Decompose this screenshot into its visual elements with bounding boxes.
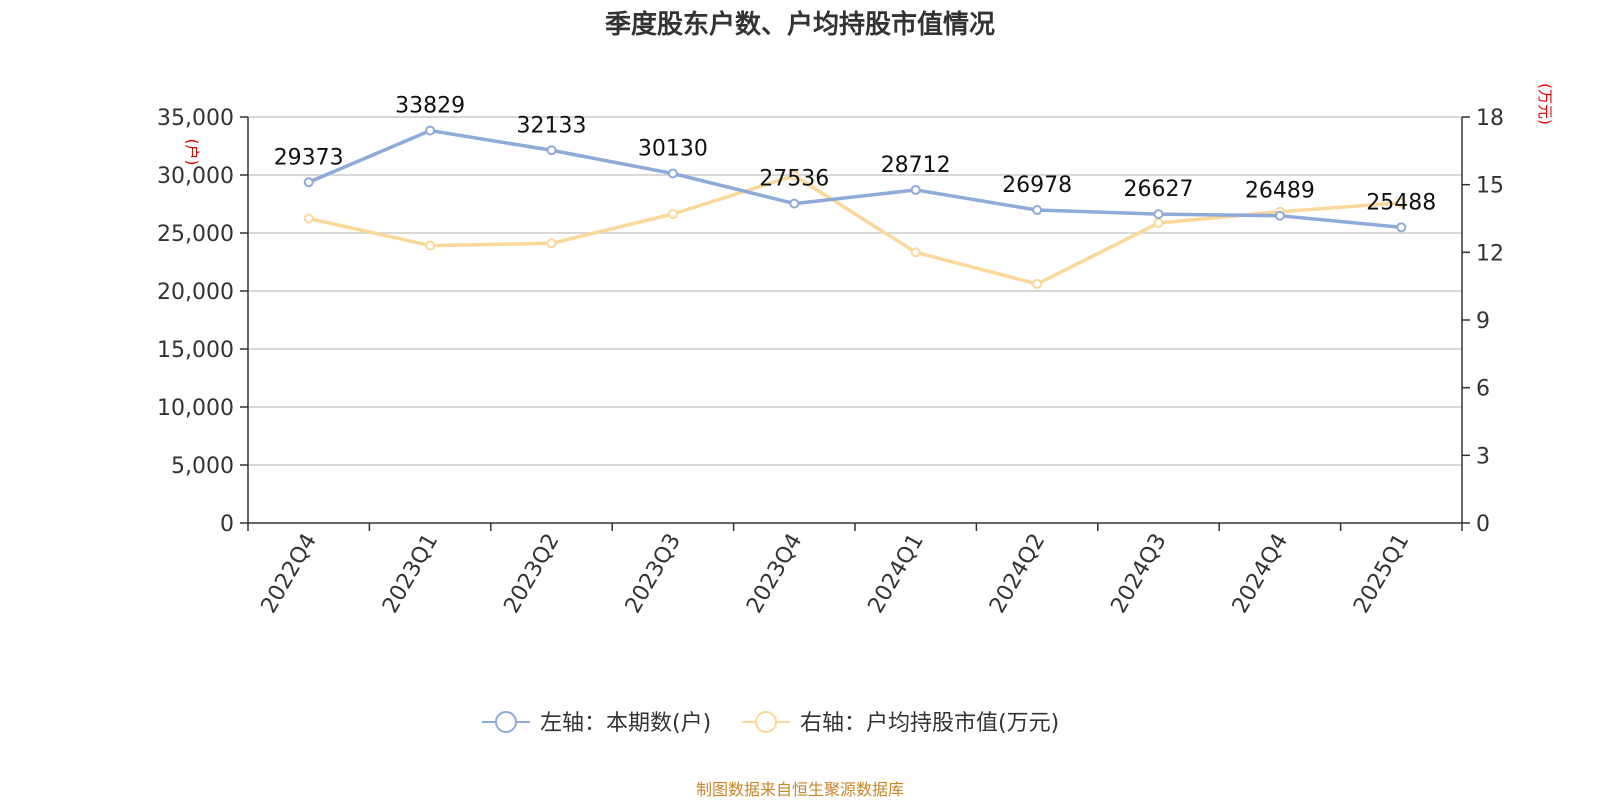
holders-data-label: 33829 [395, 94, 465, 119]
holders-point [1032, 205, 1043, 216]
holders-data-label: 29373 [274, 145, 344, 170]
right-axis-tick-label: 18 [1476, 106, 1504, 131]
source-note: 制图数据来自恒生聚源数据库 [695, 780, 904, 799]
legend-marker [755, 711, 777, 733]
legend-item-avg-value: 右轴：户均持股市值(万元) [800, 711, 1059, 736]
avg-value-point [667, 208, 678, 219]
x-axis-tick-label: 2022Q4 [257, 530, 322, 618]
avg-value-point [425, 240, 436, 251]
holders-data-label: 26627 [1124, 177, 1194, 202]
avg-value-point [1396, 197, 1407, 208]
x-axis-tick-label: 2023Q4 [742, 530, 807, 618]
holders-series-line [308, 128, 1402, 230]
holders-point [1274, 210, 1285, 221]
holders-data-label: 25488 [1366, 190, 1436, 215]
right-axis-tick-label: 3 [1476, 444, 1490, 469]
holders-data-label: 30130 [638, 136, 708, 161]
avg-value-point [303, 213, 314, 224]
right-axis-unit: (万元) [1536, 83, 1554, 125]
left-axis-unit: (户) [183, 139, 201, 166]
legend-marker [495, 711, 517, 733]
x-axis-tick-label: 2024Q4 [1228, 530, 1293, 618]
holders-point [546, 145, 557, 156]
avg-value-point [910, 247, 921, 258]
holders-point [303, 177, 314, 188]
right-axis-tick-label: 15 [1476, 174, 1504, 199]
left-axis-tick-label: 35,000 [157, 106, 234, 131]
holders-point [425, 125, 436, 136]
x-axis-tick-label: 2023Q3 [621, 530, 686, 618]
left-axis-tick-label: 5,000 [171, 454, 234, 479]
left-axis-tick-label: 25,000 [157, 222, 234, 247]
avg-value-point [546, 238, 557, 249]
holders-point [1153, 209, 1164, 220]
holders-point [910, 184, 921, 195]
holders-data-label: 26489 [1245, 179, 1315, 204]
avg-value-series-line [308, 173, 1402, 286]
left-axis-tick-label: 30,000 [157, 164, 234, 189]
x-axis-tick-label: 2024Q3 [1106, 530, 1171, 618]
left-axis-tick-label: 15,000 [157, 338, 234, 363]
x-axis-tick-label: 2025Q1 [1349, 530, 1414, 618]
avg-value-point [1153, 218, 1164, 229]
holders-point [789, 198, 800, 209]
right-axis-tick-label: 6 [1476, 377, 1490, 402]
right-axis-tick-label: 12 [1476, 241, 1504, 266]
x-axis-tick-label: 2023Q2 [499, 530, 564, 618]
holders-point [1396, 222, 1407, 233]
x-axis-tick-label: 2024Q1 [864, 530, 929, 618]
avg-value-point [1032, 278, 1043, 289]
right-axis-tick-label: 9 [1476, 309, 1490, 334]
x-axis-tick-label: 2023Q1 [378, 530, 443, 618]
left-axis-tick-label: 0 [220, 512, 234, 537]
left-axis-tick-label: 10,000 [157, 396, 234, 421]
avg-value-point [789, 170, 800, 181]
right-axis-tick-label: 0 [1476, 512, 1490, 537]
x-axis-tick-label: 2024Q2 [985, 530, 1050, 618]
holders-data-label: 26978 [1002, 173, 1072, 198]
holders-data-label: 28712 [881, 153, 951, 178]
legend-item-holders: 左轴：本期数(户) [540, 711, 711, 736]
holders-point [667, 168, 678, 179]
holders-data-label: 27536 [759, 167, 829, 192]
left-axis-tick-label: 20,000 [157, 280, 234, 305]
chart-title: 季度股东户数、户均持股市值情况 [604, 10, 995, 40]
holders-data-label: 32133 [517, 113, 587, 138]
